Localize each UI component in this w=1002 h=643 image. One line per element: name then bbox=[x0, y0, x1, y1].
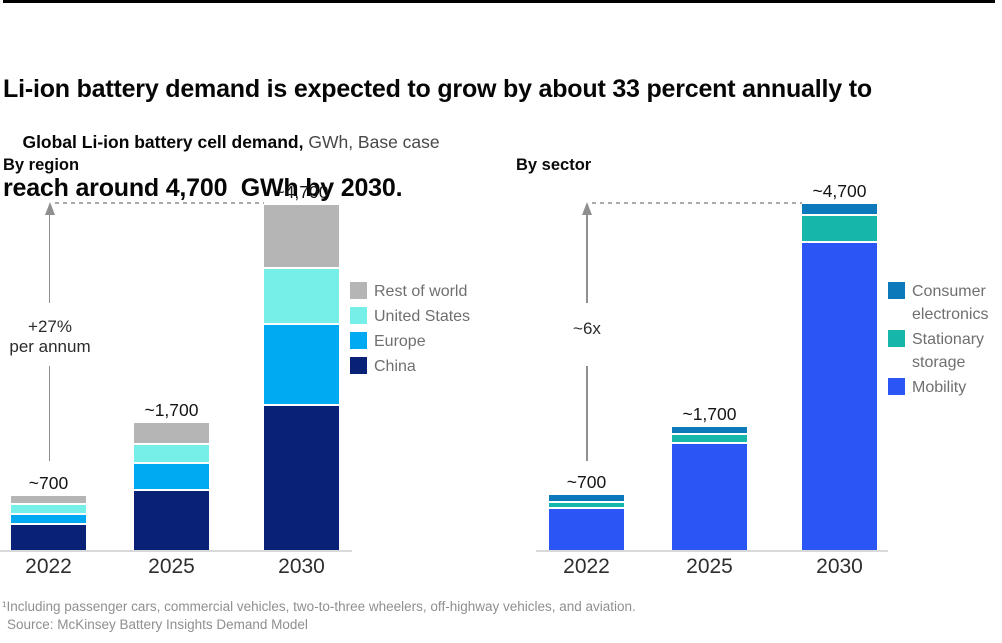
legend-swatch-rest-of-world bbox=[350, 282, 367, 299]
page-title-line2: reach around 4,700 GWh by 2030. bbox=[3, 174, 403, 202]
bar-2022-segment-stationary-storage bbox=[549, 502, 624, 507]
legend-label-rest-of-world: Rest of world bbox=[374, 283, 468, 300]
bar-2025-segment-united-states bbox=[134, 444, 209, 462]
bar-2025-segment-china bbox=[134, 490, 209, 550]
legend-swatch-europe bbox=[350, 332, 367, 349]
legend-label-mobility: Mobility bbox=[912, 379, 967, 396]
bar-2025-segment-mobility bbox=[672, 443, 747, 550]
footnote: ¹Including passenger cars, commercial ve… bbox=[2, 599, 636, 614]
legend-label-united-states: United States bbox=[374, 308, 471, 325]
bar-total-label: ~4,700 bbox=[274, 181, 329, 202]
bar-2022-segment-china bbox=[11, 524, 86, 550]
growth-arrow-line bbox=[48, 211, 51, 303]
subtitle-bold: Global Li-ion battery cell demand, bbox=[22, 132, 304, 152]
bar-2030-segment-china bbox=[264, 406, 339, 550]
legend-label-china: China bbox=[374, 358, 416, 375]
dashed-reference-line bbox=[592, 202, 802, 204]
legend-label-stationary-storage: storage bbox=[912, 354, 966, 371]
bar-2030-segment-consumer-electronics bbox=[802, 203, 877, 214]
growth-annotation-line: ~6x bbox=[573, 319, 601, 338]
bar-2030-segment-rest-of-world bbox=[264, 204, 339, 268]
category-label: 2025 bbox=[686, 555, 733, 578]
growth-arrow-line bbox=[586, 211, 588, 303]
growth-annotation: ~6x bbox=[527, 319, 647, 339]
growth-annotation-line: per annum bbox=[9, 337, 91, 356]
stacked-bar-2030 bbox=[264, 204, 339, 550]
bar-total-label: ~4,700 bbox=[812, 180, 867, 201]
legend-label-europe: Europe bbox=[374, 333, 426, 350]
bar-total-label: ~1,700 bbox=[682, 403, 737, 424]
chart-heading-by-region: By region bbox=[3, 156, 80, 174]
growth-arrow-line bbox=[586, 366, 588, 461]
growth-arrow-head bbox=[44, 202, 55, 215]
bar-2030-segment-stationary-storage bbox=[802, 215, 877, 241]
chart-subtitle: Global Li-ion battery cell demand, GWh, … bbox=[3, 111, 440, 174]
growth-arrow-line bbox=[48, 366, 51, 461]
bar-total-label: ~700 bbox=[566, 472, 607, 493]
growth-annotation-line: +27% bbox=[28, 317, 72, 336]
x-axis-line bbox=[536, 550, 888, 552]
legend-swatch-united-states bbox=[350, 307, 367, 324]
bar-2025-segment-rest-of-world bbox=[134, 422, 209, 443]
bar-2025-segment-stationary-storage bbox=[672, 434, 747, 442]
bar-2022-segment-europe bbox=[11, 514, 86, 523]
category-label: 2030 bbox=[278, 555, 325, 578]
growth-arrow-head bbox=[582, 202, 592, 215]
bar-2025-segment-europe bbox=[134, 463, 209, 489]
category-label: 2022 bbox=[25, 555, 72, 578]
source-line: Source: McKinsey Battery Insights Demand… bbox=[7, 617, 308, 632]
bar-2030-segment-mobility bbox=[802, 242, 877, 550]
legend-label-consumer-electronics: Consumer bbox=[912, 283, 986, 300]
bar-2025-segment-consumer-electronics bbox=[672, 426, 747, 433]
bar-2022-segment-mobility bbox=[549, 508, 624, 550]
chart-heading-by-sector: By sector bbox=[516, 156, 592, 174]
legend-swatch-stationary-storage bbox=[888, 330, 905, 347]
bar-total-label: ~700 bbox=[28, 473, 69, 494]
bar-2022-segment-united-states bbox=[11, 505, 86, 513]
stacked-bar-2025 bbox=[134, 422, 209, 550]
stacked-bar-2022 bbox=[11, 496, 86, 550]
legend-label-consumer-electronics: electronics bbox=[912, 306, 989, 323]
legend-swatch-china bbox=[350, 357, 367, 374]
category-label: 2030 bbox=[816, 555, 863, 578]
bar-2030-segment-europe bbox=[264, 325, 339, 405]
growth-annotation: +27% per annum bbox=[0, 317, 110, 357]
legend-swatch-consumer-electronics bbox=[888, 282, 905, 299]
dashed-reference-line bbox=[55, 202, 264, 204]
stacked-bar-2025 bbox=[672, 426, 747, 550]
bar-total-label: ~1,700 bbox=[144, 399, 199, 420]
page-title: Li-ion battery demand is expected to gro… bbox=[3, 7, 968, 271]
x-axis-line bbox=[0, 550, 352, 552]
legend-swatch-mobility bbox=[888, 378, 905, 395]
category-label: 2025 bbox=[148, 555, 195, 578]
page-title-line1: Li-ion battery demand is expected to gro… bbox=[3, 75, 872, 103]
category-label: 2022 bbox=[563, 555, 610, 578]
top-rule bbox=[3, 0, 995, 3]
subtitle-unit: GWh, Base case bbox=[303, 132, 440, 152]
bar-2022-segment-rest-of-world bbox=[11, 496, 86, 504]
stacked-bar-2022 bbox=[549, 495, 624, 550]
bar-2022-segment-consumer-electronics bbox=[549, 495, 624, 501]
bar-2030-segment-united-states bbox=[264, 269, 339, 324]
stacked-bar-2030 bbox=[802, 203, 877, 550]
legend-label-stationary-storage: Stationary bbox=[912, 331, 985, 348]
